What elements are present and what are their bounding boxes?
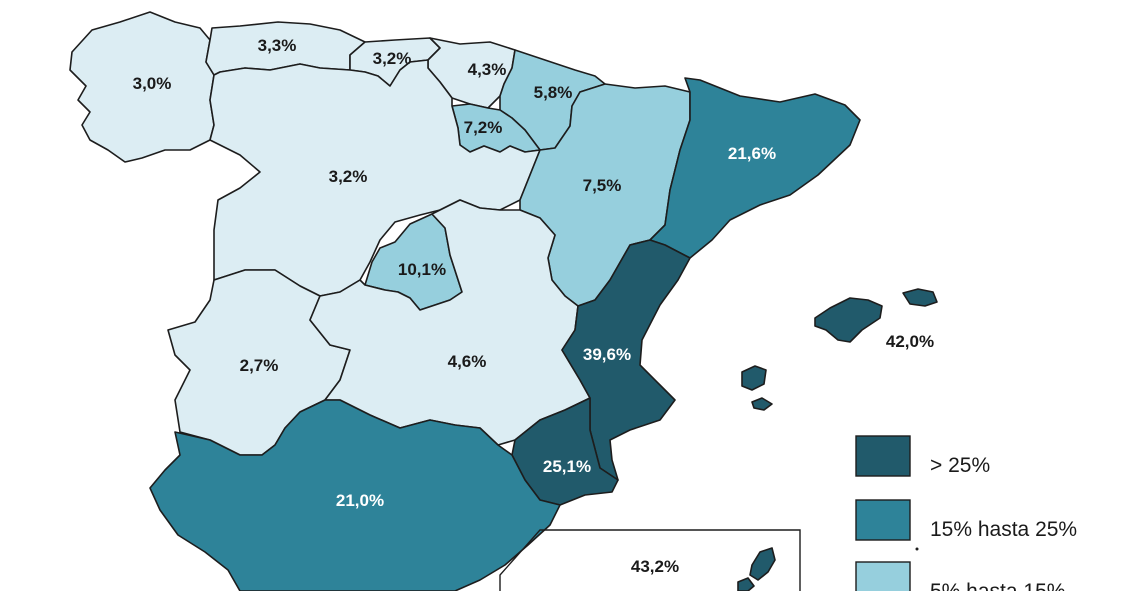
legend-label-5-15: 5% hasta 15% — [930, 580, 1065, 591]
label-canarias: 43,2% — [631, 557, 679, 576]
label-extremadura: 2,7% — [240, 356, 279, 375]
canarias-inset-frame — [499, 529, 801, 591]
label-la-rioja: 7,2% — [464, 118, 503, 137]
label-aragon: 7,5% — [583, 176, 622, 195]
legend-label-15-25: 15% hasta 25% — [930, 518, 1077, 541]
legend-dot — [915, 547, 919, 551]
region-canarias-lanzarote — [749, 547, 776, 581]
region-baleares-formentera — [751, 397, 773, 411]
label-galicia: 3,0% — [133, 74, 172, 93]
label-navarra: 5,8% — [534, 83, 573, 102]
region-canarias-fuerteventura — [737, 577, 755, 591]
region-galicia — [69, 11, 215, 163]
label-madrid: 10,1% — [398, 260, 446, 279]
region-baleares-ibiza — [741, 365, 767, 391]
label-cantabria: 3,2% — [373, 49, 412, 68]
region-baleares-mallorca — [814, 297, 883, 343]
legend-swatch-5-15 — [855, 561, 911, 591]
label-castilla-la-mancha: 4,6% — [448, 352, 487, 371]
legend-swatch-15-25 — [855, 499, 911, 541]
label-baleares: 42,0% — [886, 332, 934, 351]
region-valencia — [561, 239, 691, 481]
label-andalucia: 21,0% — [336, 491, 384, 510]
label-valencia: 39,6% — [583, 345, 631, 364]
region-cataluna — [649, 77, 861, 259]
region-andalucia — [149, 399, 561, 591]
label-pais-vasco: 4,3% — [468, 60, 507, 79]
region-baleares-menorca — [902, 288, 938, 307]
label-asturias: 3,3% — [258, 36, 297, 55]
legend-label-above-25: > 25% — [930, 454, 990, 477]
legend: > 25% 15% hasta 25% 5% hasta 15% — [855, 435, 1077, 591]
label-murcia: 25,1% — [543, 457, 591, 476]
legend-swatch-above-25 — [855, 435, 911, 477]
label-cataluna: 21,6% — [728, 144, 776, 163]
label-castilla-leon: 3,2% — [329, 167, 368, 186]
